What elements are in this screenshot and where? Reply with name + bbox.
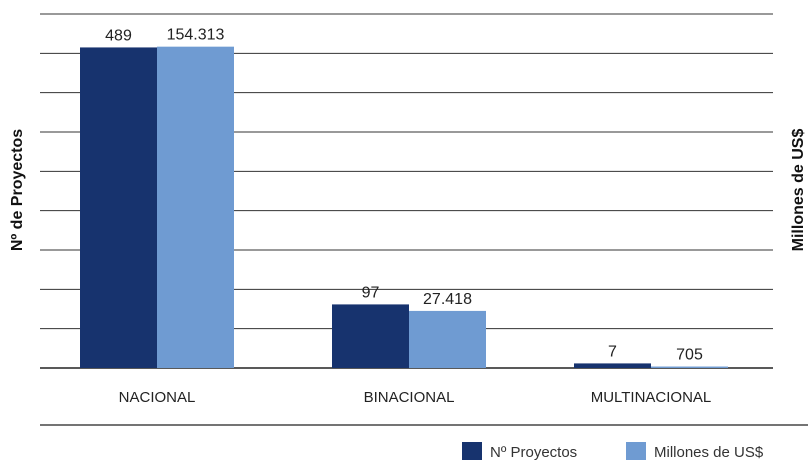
legend-swatch-millones bbox=[626, 442, 646, 460]
value-label: 154.313 bbox=[167, 27, 225, 44]
bar-multinacional-proyectos bbox=[574, 363, 651, 368]
category-label: NACIONAL bbox=[119, 389, 196, 406]
right-axis-title: Millones de US$ bbox=[790, 129, 807, 252]
legend: Nº Proyectos Millones de US$ bbox=[462, 442, 764, 461]
value-label: 489 bbox=[105, 27, 132, 44]
bar-nacional-millones bbox=[157, 47, 234, 368]
value-label: 27.418 bbox=[423, 291, 472, 308]
left-axis-title: Nº de Proyectos bbox=[9, 129, 26, 251]
category-labels: NACIONAL BINACIONAL MULTINACIONAL bbox=[119, 389, 712, 406]
legend-label: Nº Proyectos bbox=[490, 444, 577, 461]
legend-label: Millones de US$ bbox=[654, 444, 764, 461]
bar-binacional-proyectos bbox=[332, 304, 409, 368]
value-label: 7 bbox=[608, 343, 617, 360]
value-label: 97 bbox=[362, 284, 380, 301]
category-label: MULTINACIONAL bbox=[591, 389, 712, 406]
bar-multinacional-millones bbox=[651, 367, 728, 368]
value-label: 705 bbox=[676, 347, 703, 364]
category-label: BINACIONAL bbox=[364, 389, 455, 406]
bars bbox=[80, 47, 728, 368]
legend-swatch-proyectos bbox=[462, 442, 482, 460]
bar-binacional-millones bbox=[409, 311, 486, 368]
bar-nacional-proyectos bbox=[80, 47, 157, 368]
